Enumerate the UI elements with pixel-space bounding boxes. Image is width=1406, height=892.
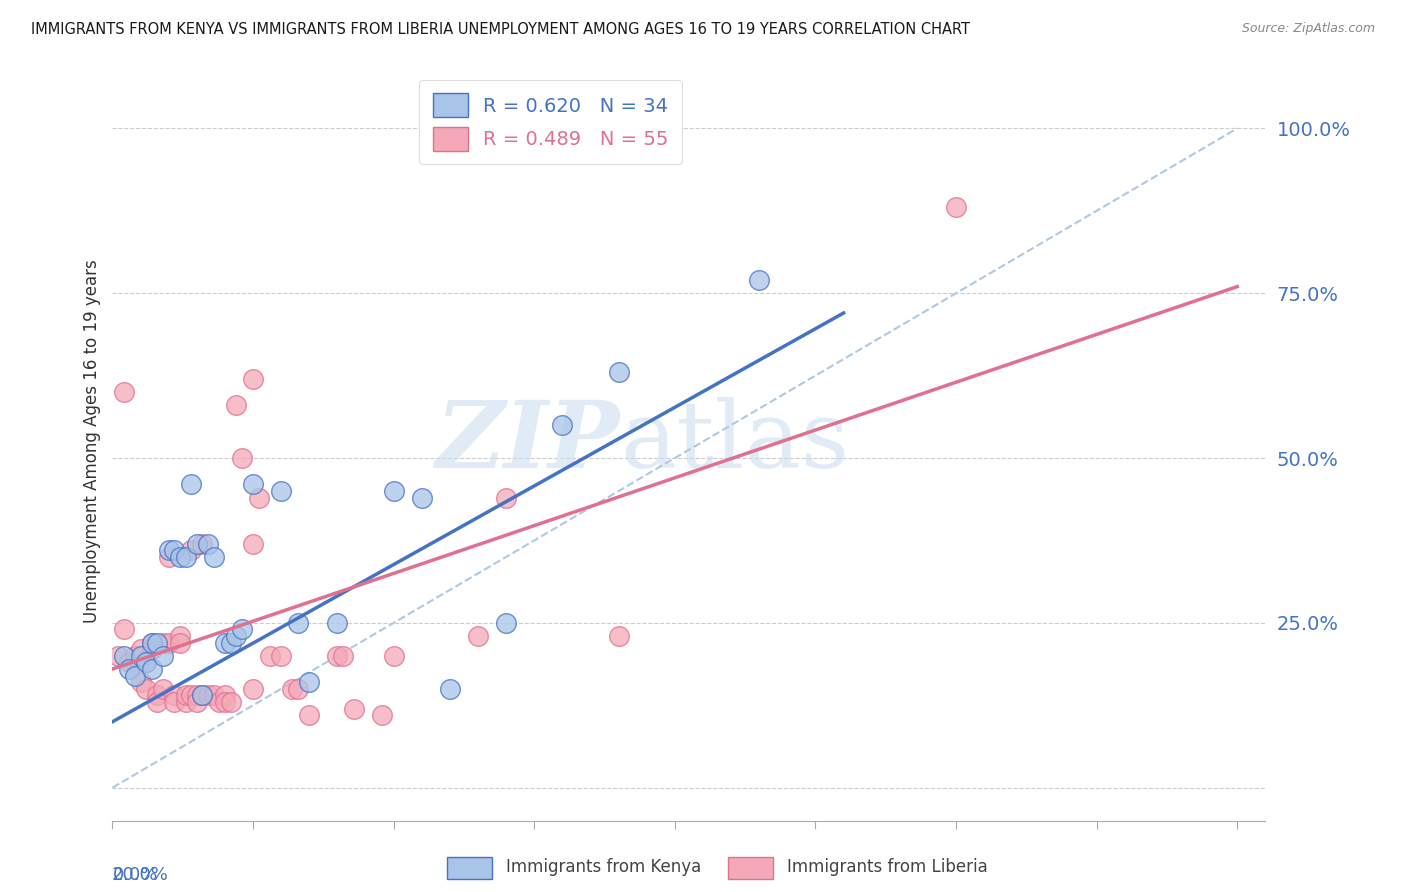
Point (129, 648, 152, 663)
Point (259, 648, 281, 663)
Point (332, 648, 354, 663)
Point (163, 695, 186, 709)
Point (180, 543, 202, 558)
Text: Immigrants from Kenya: Immigrants from Kenya (506, 858, 702, 876)
Point (202, 689, 225, 703)
Point (174, 689, 197, 703)
Point (157, 549, 180, 564)
Text: ZIP: ZIP (436, 397, 620, 486)
Point (495, 491, 517, 505)
Point (180, 689, 202, 703)
Point (242, 681, 264, 696)
Point (219, 635, 242, 649)
Point (371, 708, 394, 723)
Point (208, 695, 231, 709)
Point (326, 648, 349, 663)
Legend: R = 0.620   N = 34, R = 0.489   N = 55: R = 0.620 N = 34, R = 0.489 N = 55 (419, 79, 682, 164)
Point (146, 689, 169, 703)
Point (945, 201, 967, 215)
Point (242, 477, 264, 491)
Point (439, 681, 461, 696)
Point (287, 681, 309, 696)
Point (343, 701, 366, 715)
Point (219, 695, 242, 709)
Point (191, 689, 214, 703)
Point (169, 635, 191, 649)
Point (129, 675, 152, 690)
Point (163, 689, 186, 703)
Point (186, 689, 208, 703)
Point (135, 656, 157, 670)
Point (112, 385, 135, 400)
Point (146, 635, 169, 649)
Point (174, 549, 197, 564)
Point (242, 372, 264, 386)
Point (225, 629, 247, 643)
Point (180, 477, 202, 491)
Point (326, 615, 349, 630)
Point (298, 708, 321, 723)
Point (382, 648, 405, 663)
Text: 0.0%: 0.0% (112, 866, 157, 884)
Point (169, 549, 191, 564)
Point (298, 675, 321, 690)
Point (157, 543, 180, 558)
Point (242, 537, 264, 551)
Point (607, 365, 630, 379)
Point (169, 629, 191, 643)
Point (467, 629, 489, 643)
Point (112, 623, 135, 637)
Point (152, 681, 174, 696)
Point (748, 273, 770, 287)
Point (141, 662, 163, 676)
Point (214, 635, 236, 649)
Point (141, 635, 163, 649)
Point (135, 656, 157, 670)
Point (231, 450, 253, 465)
Point (214, 689, 236, 703)
Point (157, 635, 180, 649)
Point (270, 648, 292, 663)
Y-axis label: Unemployment Among Ages 16 to 19 years: Unemployment Among Ages 16 to 19 years (83, 260, 101, 624)
Point (129, 642, 152, 657)
Point (186, 695, 208, 709)
Point (124, 668, 146, 682)
Point (411, 491, 433, 505)
Point (191, 537, 214, 551)
Point (287, 615, 309, 630)
Text: Immigrants from Liberia: Immigrants from Liberia (787, 858, 988, 876)
Point (197, 689, 219, 703)
Point (107, 648, 129, 663)
Point (551, 418, 574, 433)
Point (174, 695, 197, 709)
Point (118, 662, 141, 676)
Point (214, 695, 236, 709)
Point (495, 615, 517, 630)
Text: Source: ZipAtlas.com: Source: ZipAtlas.com (1241, 22, 1375, 36)
Text: IMMIGRANTS FROM KENYA VS IMMIGRANTS FROM LIBERIA UNEMPLOYMENT AMONG AGES 16 TO 1: IMMIGRANTS FROM KENYA VS IMMIGRANTS FROM… (31, 22, 970, 37)
Point (202, 549, 225, 564)
Point (152, 635, 174, 649)
Point (152, 648, 174, 663)
Point (124, 648, 146, 663)
Point (141, 635, 163, 649)
Point (135, 681, 157, 696)
Text: 20.0%: 20.0% (112, 866, 169, 884)
Point (247, 491, 270, 505)
Point (231, 623, 253, 637)
Point (118, 656, 141, 670)
Point (186, 537, 208, 551)
Point (112, 648, 135, 663)
Point (281, 681, 304, 696)
Point (141, 642, 163, 657)
Point (163, 543, 186, 558)
Point (607, 629, 630, 643)
Point (270, 483, 292, 498)
Point (197, 537, 219, 551)
Point (225, 398, 247, 412)
Point (191, 689, 214, 703)
Point (146, 695, 169, 709)
Point (382, 483, 405, 498)
Text: atlas: atlas (620, 397, 849, 486)
